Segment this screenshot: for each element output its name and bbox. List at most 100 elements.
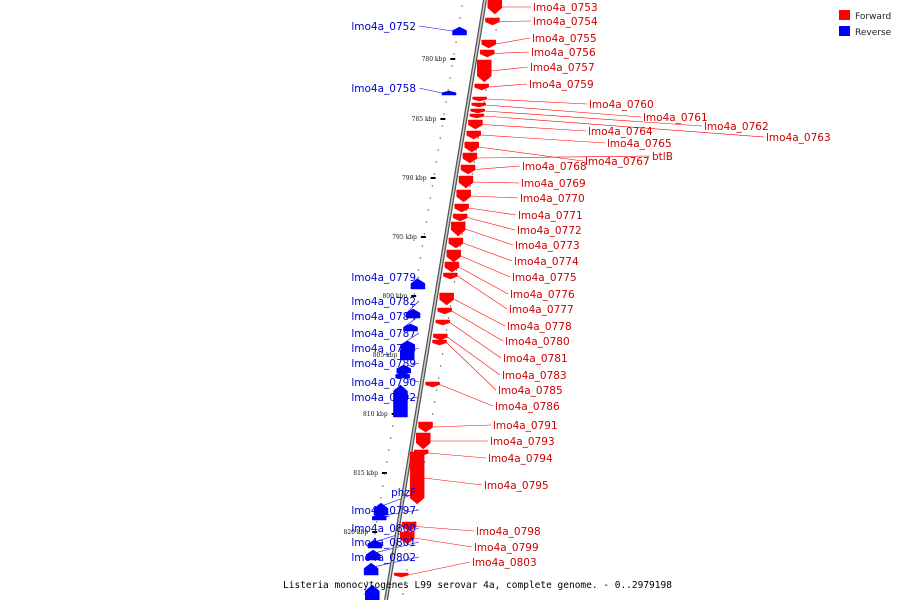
reverse-gene: [366, 549, 381, 561]
minor-tick: [416, 509, 418, 511]
forward-label-leader: [453, 298, 506, 327]
forward-label-leader: [458, 266, 509, 295]
reverse-label-leader: [418, 25, 453, 32]
genome-caption: Listeria monocytogenes L99 serovar 4a, c…: [283, 580, 672, 591]
minor-tick: [366, 581, 368, 583]
minor-tick: [441, 353, 444, 355]
forward-gene-label: lmo4a_0753: [533, 2, 598, 14]
forward-label-leader: [447, 336, 501, 376]
minor-tick: [386, 461, 388, 463]
reverse-gene: [441, 90, 457, 96]
forward-label-leader: [468, 207, 517, 216]
minor-tick: [449, 305, 452, 307]
forward-gene: [470, 108, 485, 114]
forward-gene: [481, 39, 496, 49]
reverse-gene: [452, 26, 467, 36]
forward-gene: [468, 119, 483, 130]
reverse-gene: [399, 343, 415, 361]
forward-gene: [448, 237, 464, 249]
forward-gene: [433, 333, 448, 341]
forward-label-leader: [494, 51, 530, 54]
minor-tick: [433, 401, 436, 403]
minor-tick: [380, 497, 382, 499]
tick-label: 785 kbp: [412, 116, 437, 123]
forward-gene-label: lmo4a_0767: [585, 156, 650, 168]
forward-gene-label: lmo4a_0793: [490, 436, 555, 448]
forward-gene: [432, 339, 447, 346]
forward-gene-label: lmo4a_0765: [607, 138, 672, 150]
forward-label-leader: [484, 110, 703, 127]
reverse-gene: [371, 513, 387, 521]
reverse-gene-label: lmo4a_0752: [351, 21, 416, 33]
minor-tick: [421, 245, 424, 247]
forward-gene-label: lmo4a_0791: [493, 420, 558, 432]
minor-tick: [461, 5, 463, 7]
minor-tick: [431, 413, 434, 415]
forward-gene: [462, 152, 478, 164]
tick-label: 780 kbp: [422, 56, 447, 63]
forward-gene: [393, 572, 409, 578]
forward-gene: [472, 96, 487, 102]
reverse-gene-label: lmo4a_0797: [351, 505, 416, 517]
forward-gene: [435, 319, 451, 326]
minor-tick: [459, 245, 462, 247]
forward-gene: [466, 130, 481, 140]
minor-tick: [477, 137, 479, 139]
reverse-gene-label: lmo4a_0802: [351, 552, 416, 564]
forward-label-leader: [495, 37, 531, 45]
reverse-gene-label: lmo4a_0782: [351, 296, 416, 308]
forward-gene: [415, 432, 431, 450]
legend-forward-label: Forward: [855, 12, 891, 22]
forward-gene-label: lmo4a_0778: [507, 321, 572, 333]
forward-label-leader: [488, 83, 528, 88]
forward-label-leader: [439, 384, 494, 407]
tick-label: 800 kbp: [382, 293, 407, 300]
forward-gene-label: lmo4a_0783: [502, 370, 567, 382]
reverse-label-leader: [405, 300, 420, 314]
minor-tick: [483, 101, 485, 103]
forward-gene: [471, 102, 486, 108]
reverse-label-leader: [418, 87, 443, 94]
forward-gene: [401, 521, 417, 532]
reverse-gene-label: lmo4a_0788: [351, 343, 416, 355]
minor-tick: [425, 221, 428, 223]
minor-tick: [374, 533, 376, 535]
forward-label-leader: [499, 20, 532, 22]
tick-label: 810 kbp: [363, 411, 388, 418]
forward-label-leader: [491, 66, 529, 72]
forward-gene: [452, 213, 468, 222]
forward-gene-label: lmo4a_0769: [521, 178, 586, 190]
forward-gene: [439, 292, 454, 306]
forward-gene-label: lmo4a_0803: [472, 557, 537, 569]
minor-tick: [413, 293, 416, 295]
minor-tick: [437, 377, 440, 379]
minor-tick: [469, 185, 472, 187]
forward-gene-label: lmo4a_0755: [532, 33, 597, 45]
minor-tick: [429, 197, 432, 199]
reverse-gene: [395, 371, 410, 379]
forward-gene-label: lmo4a_0757: [530, 62, 595, 74]
forward-label-leader: [424, 477, 483, 486]
minor-tick: [495, 29, 497, 31]
forward-gene-label: lmo4a_0761: [643, 112, 708, 124]
forward-gene-label: lmo4a_0799: [474, 542, 539, 554]
minor-tick: [439, 137, 441, 139]
forward-gene-label: lmo4a_0756: [531, 47, 596, 59]
minor-tick: [388, 449, 390, 451]
minor-tick: [390, 437, 392, 439]
forward-label-leader: [460, 255, 511, 278]
minor-tick: [449, 77, 451, 79]
forward-gene: [443, 272, 458, 280]
minor-tick: [376, 521, 378, 523]
minor-tick: [382, 485, 384, 487]
tick-label: 820 kbp: [344, 529, 369, 536]
forward-gene: [474, 83, 489, 91]
forward-label-leader: [416, 526, 475, 532]
forward-label-leader: [470, 195, 519, 199]
forward-gene: [485, 17, 500, 26]
minor-tick: [427, 209, 430, 211]
minor-tick: [473, 161, 475, 163]
gene-labels: lmo4a_0752 lmo4a_0758 lmo4a_0779 lmo4a_0782…: [351, 2, 830, 569]
forward-label-leader: [483, 115, 765, 138]
